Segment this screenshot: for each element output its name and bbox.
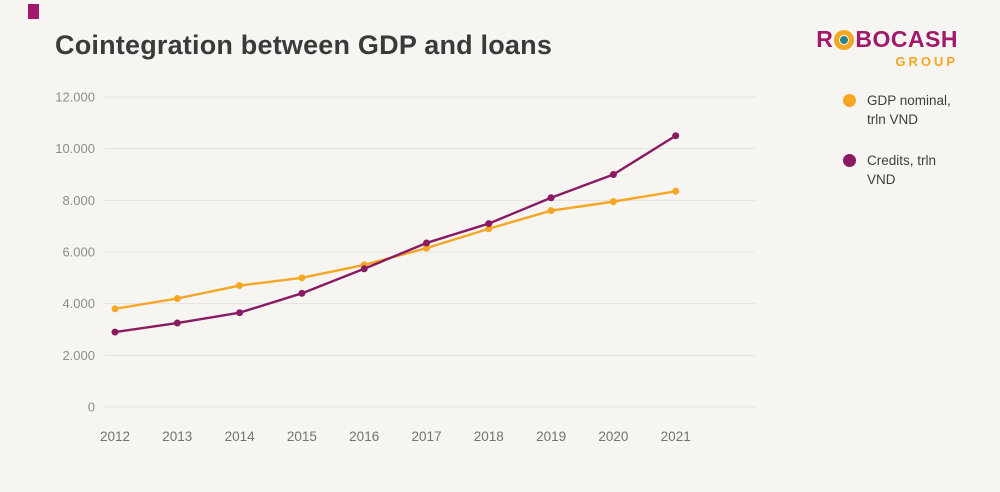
svg-text:2021: 2021 (661, 429, 691, 444)
y-axis-labels: 0 2.000 4.000 6.000 8.000 10.000 12.000 (55, 90, 95, 415)
page-title: Cointegration between GDP and loans (55, 30, 553, 60)
robocash-logo: R BOCASH GROUP (816, 28, 958, 70)
x-axis-labels: 2012 2013 2014 2015 2016 2017 2018 2019 2020 2021 (100, 429, 691, 444)
legend-dot-gdp (843, 94, 856, 107)
logo-brand: R BOCASH (816, 28, 958, 51)
svg-text:10.000: 10.000 (55, 141, 95, 156)
line-chart: 0 2.000 4.000 6.000 8.000 10.000 12.000 2012 201… (45, 85, 757, 450)
svg-text:2015: 2015 (287, 429, 317, 444)
logo-brand-r: R (816, 26, 834, 52)
svg-text:2018: 2018 (474, 429, 504, 444)
logo-brand-rest: BOCASH (855, 26, 958, 52)
legend-item-credits: Credits, trln VND (843, 152, 973, 190)
svg-text:2013: 2013 (162, 429, 192, 444)
series-1 (111, 132, 680, 336)
svg-text:0: 0 (88, 400, 95, 415)
svg-text:4.000: 4.000 (62, 296, 95, 311)
svg-text:6.000: 6.000 (62, 245, 95, 260)
svg-text:2012: 2012 (100, 429, 130, 444)
svg-text:2016: 2016 (349, 429, 379, 444)
svg-text:8.000: 8.000 (62, 193, 95, 208)
legend-item-gdp: GDP nominal, trln VND (843, 92, 973, 130)
svg-text:12.000: 12.000 (55, 90, 95, 105)
svg-text:2019: 2019 (536, 429, 566, 444)
logo-coin-icon (834, 29, 855, 50)
logo-subtitle: GROUP (895, 54, 958, 69)
grid-lines (105, 96, 755, 408)
svg-text:2017: 2017 (411, 429, 441, 444)
legend-dot-credits (843, 153, 856, 167)
series-0 (111, 187, 680, 313)
legend-label-credits: Credits, trln VND (867, 152, 937, 187)
corner-accent (28, 4, 39, 19)
svg-text:2020: 2020 (598, 429, 628, 444)
svg-text:2014: 2014 (225, 429, 256, 444)
svg-text:2.000: 2.000 (62, 348, 95, 363)
chart-legend: GDP nominal, trln VND Credits, trln VND (843, 92, 973, 212)
legend-label-gdp: GDP nominal, trln VND (867, 93, 951, 127)
